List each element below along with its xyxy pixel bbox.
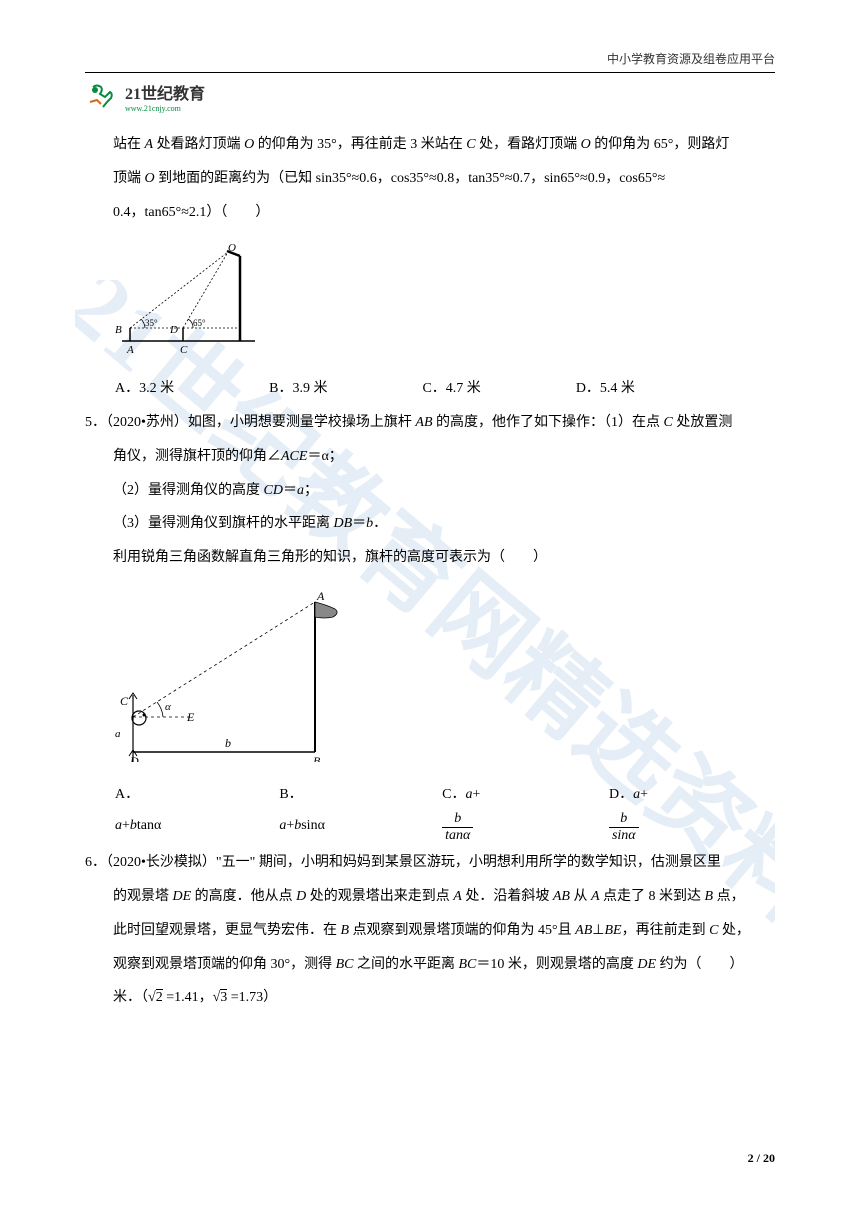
q5-line3: （2）量得测角仪的高度 CD＝a； bbox=[85, 476, 775, 507]
q5-option-a: A．a+btanα bbox=[115, 780, 184, 845]
header-line bbox=[85, 72, 775, 73]
svg-text:C: C bbox=[180, 344, 188, 356]
svg-text:A: A bbox=[126, 344, 134, 356]
q5-options: A．a+btanα B．a+bsinα C．a+ btanα D．a+ bsin… bbox=[115, 780, 775, 845]
q4-diagram: O B 35° D 65° A C bbox=[115, 241, 265, 356]
svg-text:O: O bbox=[228, 242, 236, 254]
svg-text:B: B bbox=[115, 324, 122, 336]
q4-option-b: B．3.9 米 bbox=[269, 374, 327, 405]
q5-line2: 角仪，测得旗杆顶的仰角∠ACE＝α； bbox=[85, 442, 775, 473]
q4-options: A．3.2 米 B．3.9 米 C．4.7 米 D．5.4 米 bbox=[115, 374, 775, 405]
svg-text:D: D bbox=[129, 754, 139, 762]
page-number: 2 / 20 bbox=[748, 1151, 775, 1166]
header-text: 中小学教育资源及组卷应用平台 bbox=[607, 50, 775, 67]
q4-line3: 0.4，tan65°≈2.1）（ ） bbox=[85, 198, 775, 229]
svg-text:B: B bbox=[313, 754, 321, 762]
svg-text:A: A bbox=[316, 589, 325, 603]
svg-text:35°: 35° bbox=[145, 318, 158, 328]
svg-text:D: D bbox=[169, 324, 178, 336]
q5-line1: 5．（2020•苏州）如图，小明想要测量学校操场上旗杆 AB 的高度，他作了如下… bbox=[85, 408, 775, 439]
q4-option-a: A．3.2 米 bbox=[115, 374, 174, 405]
q6-line1: 6．（2020•长沙模拟）"五一" 期间，小明和妈妈到某景区游玩，小明想利用所学… bbox=[85, 848, 775, 879]
svg-text:65°: 65° bbox=[193, 318, 206, 328]
q4-option-d: D．5.4 米 bbox=[576, 374, 635, 405]
q4-option-c: C．4.7 米 bbox=[422, 374, 480, 405]
q5-option-d: D．a+ bsinα bbox=[609, 780, 680, 845]
q5-line5: 利用锐角三角函数解直角三角形的知识，旗杆的高度可表示为（ ） bbox=[85, 543, 775, 574]
svg-text:α: α bbox=[165, 701, 171, 713]
q4-line2: 顶端 O 到地面的距离约为（已知 sin35°≈0.6，cos35°≈0.8，t… bbox=[85, 164, 775, 195]
q6-line2: 的观景塔 DE 的高度．他从点 D 处的观景塔出来走到点 A 处．沿着斜坡 AB… bbox=[85, 882, 775, 913]
svg-text:b: b bbox=[225, 736, 231, 750]
svg-text:C: C bbox=[120, 694, 129, 708]
q4-line1: 站在 A 处看路灯顶端 O 的仰角为 35°，再往前走 3 米站在 C 处，看路… bbox=[85, 130, 775, 161]
svg-text:E: E bbox=[186, 710, 195, 724]
svg-text:a: a bbox=[115, 728, 121, 740]
q5-line4: （3）量得测角仪到旗杆的水平距离 DB＝b． bbox=[85, 509, 775, 540]
logo-icon bbox=[85, 82, 120, 112]
logo: 21世纪教育 www.21cnjy.com bbox=[85, 80, 205, 113]
q6-line5: 米．（√2 =1.41，√3 =1.73） bbox=[85, 983, 775, 1014]
logo-sub-text: www.21cnjy.com bbox=[125, 104, 205, 113]
q5-diagram: A C α E a D b B bbox=[115, 587, 350, 762]
logo-main-text: 21世纪教育 bbox=[125, 80, 205, 104]
q6-line4: 观察到观景塔顶端的仰角 30°，测得 BC 之间的水平距离 BC＝10 米，则观… bbox=[85, 950, 775, 981]
q5-option-b: B．a+bsinα bbox=[279, 780, 347, 845]
q5-option-c: C．a+ btanα bbox=[442, 780, 514, 845]
q6-line3: 此时回望观景塔，更显气势宏伟．在 B 点观察到观景塔顶端的仰角为 45°且 AB… bbox=[85, 916, 775, 947]
logo-text: 21世纪教育 www.21cnjy.com bbox=[125, 80, 205, 113]
